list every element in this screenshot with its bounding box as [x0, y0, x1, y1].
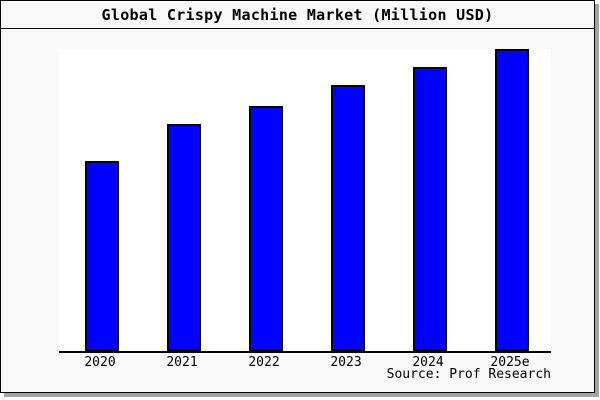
x-tick-label-2022: 2022 — [248, 355, 280, 370]
bar-2024 — [413, 67, 447, 351]
bar-2021 — [167, 124, 201, 351]
bar-2022 — [249, 106, 283, 351]
plot-area — [59, 49, 551, 353]
source-credit: Source: Prof Research — [386, 367, 551, 382]
x-tick-label-2023: 2023 — [330, 355, 362, 370]
bar-2025e — [495, 49, 529, 351]
bar-2020 — [85, 161, 119, 351]
chart-title: Global Crispy Machine Market (Million US… — [101, 6, 494, 24]
x-axis-tick-labels: 2020 2021 2022 2023 2024 2025e — [59, 356, 551, 372]
chart-figure: Global Crispy Machine Market (Million US… — [0, 0, 595, 393]
x-tick-label-2024: 2024 — [412, 355, 444, 370]
bar-2023 — [331, 85, 365, 351]
x-tick-label-2020: 2020 — [84, 355, 116, 370]
x-axis-line — [59, 351, 551, 353]
x-tick-label-2025e: 2025e — [490, 355, 530, 370]
title-divider-line — [1, 28, 594, 29]
x-tick-label-2021: 2021 — [166, 355, 198, 370]
